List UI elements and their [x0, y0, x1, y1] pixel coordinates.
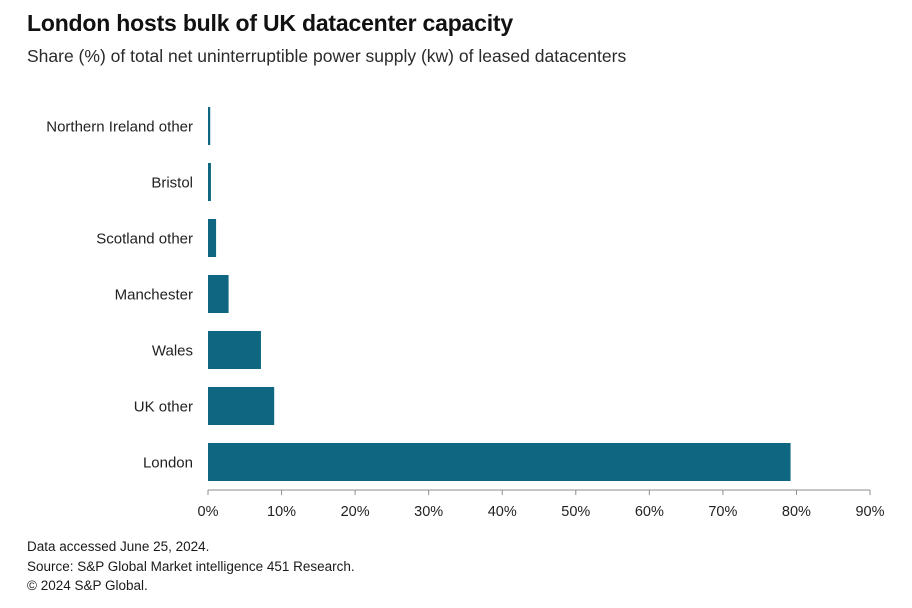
bar [208, 219, 217, 257]
x-tick-label: 90% [855, 504, 884, 520]
chart-footer: Data accessed June 25, 2024. Source: S&P… [27, 537, 355, 596]
x-tick-label: 10% [267, 504, 296, 520]
copyright-note: © 2024 S&P Global. [27, 578, 148, 593]
category-label: London [143, 455, 193, 472]
bar [208, 107, 211, 145]
x-tick-label: 60% [635, 504, 664, 520]
x-tick-label: 30% [414, 504, 443, 520]
source-note: Source: S&P Global Market intelligence 4… [27, 558, 355, 574]
x-tick-label: 40% [488, 504, 517, 520]
category-label: Wales [152, 343, 193, 360]
chart-subtitle: Share (%) of total net uninterruptible p… [27, 46, 627, 66]
category-label: Bristol [151, 175, 193, 192]
chart-title: London hosts bulk of UK datacenter capac… [27, 10, 513, 36]
category-labels-layer: Northern Ireland other Bristol Scotland ot… [46, 119, 193, 472]
category-label: Scotland other [96, 231, 193, 248]
category-label: UK other [134, 399, 193, 416]
bar [208, 387, 275, 425]
x-tick-label: 80% [782, 504, 811, 520]
category-label: Manchester [115, 287, 193, 304]
category-label: Northern Ireland other [46, 119, 193, 136]
bar [208, 443, 791, 481]
x-tick-label: 50% [561, 504, 590, 520]
bar [208, 331, 261, 369]
bars-layer [208, 107, 791, 481]
x-tick-label: 70% [708, 504, 737, 520]
bar [208, 163, 211, 201]
x-tick-label: 0% [198, 504, 219, 520]
x-tick-label: 20% [341, 504, 370, 520]
data-accessed-note: Data accessed June 25, 2024. [27, 539, 210, 554]
x-axis: 0% 10% 20% 30% 40% 50% 60% 70% 80% 90% [198, 489, 885, 520]
bar [208, 275, 229, 313]
